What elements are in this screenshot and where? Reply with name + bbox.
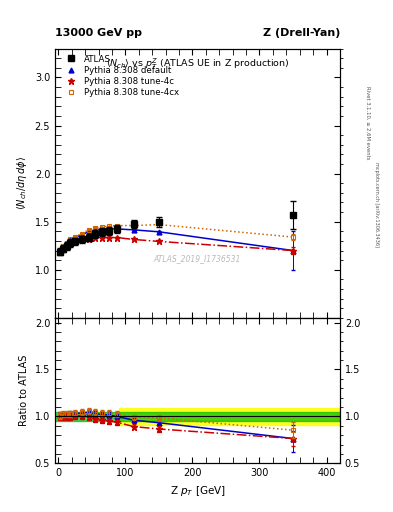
Pythia 8.308 default	[93, 227, 97, 233]
ATLAS	[291, 212, 296, 218]
Pythia 8.308 default	[68, 237, 72, 243]
Pythia 8.308 default	[156, 229, 161, 235]
Line: Pythia 8.308 tune-4c: Pythia 8.308 tune-4c	[57, 234, 296, 255]
ATLAS	[99, 229, 104, 235]
Pythia 8.308 tune-4cx	[106, 223, 111, 229]
ATLAS	[106, 228, 111, 234]
Pythia 8.308 tune-4c	[99, 234, 104, 241]
Pythia 8.308 tune-4c	[291, 247, 296, 253]
ATLAS	[64, 243, 69, 249]
Legend: ATLAS, Pythia 8.308 default, Pythia 8.308 tune-4c, Pythia 8.308 tune-4cx: ATLAS, Pythia 8.308 default, Pythia 8.30…	[59, 53, 181, 99]
Text: $\langle N_{ch}\rangle$ vs $p^Z_T$ (ATLAS UE in Z production): $\langle N_{ch}\rangle$ vs $p^Z_T$ (ATLA…	[106, 57, 289, 72]
ATLAS	[115, 226, 119, 232]
Pythia 8.308 tune-4cx	[99, 224, 104, 230]
Text: Z (Drell-Yan): Z (Drell-Yan)	[263, 28, 340, 38]
Pythia 8.308 tune-4cx	[79, 230, 84, 237]
ATLAS	[79, 237, 84, 243]
Pythia 8.308 default	[291, 247, 296, 253]
Pythia 8.308 tune-4c	[106, 234, 111, 241]
Pythia 8.308 tune-4c	[73, 239, 77, 245]
ATLAS	[93, 230, 97, 237]
Y-axis label: $\langle N_{ch}/d\eta\, d\phi\rangle$: $\langle N_{ch}/d\eta\, d\phi\rangle$	[15, 156, 29, 210]
Text: Rivet 3.1.10, ≥ 2.6M events: Rivet 3.1.10, ≥ 2.6M events	[365, 86, 370, 160]
Pythia 8.308 tune-4cx	[68, 237, 72, 243]
X-axis label: Z $p_T$ [GeV]: Z $p_T$ [GeV]	[169, 484, 226, 498]
Text: 13000 GeV pp: 13000 GeV pp	[55, 28, 142, 38]
ATLAS	[58, 248, 62, 254]
Pythia 8.308 tune-4cx	[291, 234, 296, 240]
Pythia 8.308 tune-4cx	[115, 223, 119, 229]
Pythia 8.308 tune-4c	[86, 236, 91, 242]
Y-axis label: Ratio to ATLAS: Ratio to ATLAS	[19, 355, 29, 426]
ATLAS	[86, 234, 91, 241]
Text: ATLAS_2019_I1736531: ATLAS_2019_I1736531	[154, 254, 241, 263]
Pythia 8.308 default	[131, 227, 136, 233]
Pythia 8.308 default	[106, 226, 111, 232]
Pythia 8.308 tune-4c	[79, 237, 84, 243]
Pythia 8.308 tune-4cx	[73, 233, 77, 240]
Pythia 8.308 tune-4c	[68, 240, 72, 246]
Pythia 8.308 tune-4c	[93, 234, 97, 241]
Pythia 8.308 tune-4cx	[156, 222, 161, 228]
Pythia 8.308 tune-4cx	[93, 225, 97, 231]
ATLAS	[73, 239, 77, 245]
Pythia 8.308 tune-4c	[64, 243, 69, 249]
Pythia 8.308 tune-4c	[131, 237, 136, 243]
Pythia 8.308 tune-4cx	[61, 243, 66, 249]
Pythia 8.308 tune-4c	[115, 234, 119, 241]
Pythia 8.308 tune-4cx	[86, 227, 91, 233]
Pythia 8.308 default	[64, 241, 69, 247]
Pythia 8.308 default	[99, 226, 104, 232]
ATLAS	[68, 240, 72, 246]
ATLAS	[156, 219, 161, 225]
Text: mcplots.cern.ch [arXiv:1306.3436]: mcplots.cern.ch [arXiv:1306.3436]	[374, 162, 379, 247]
Pythia 8.308 tune-4c	[61, 246, 66, 252]
Line: Pythia 8.308 tune-4cx: Pythia 8.308 tune-4cx	[58, 222, 296, 253]
Pythia 8.308 default	[73, 234, 77, 241]
Pythia 8.308 default	[58, 247, 62, 253]
Pythia 8.308 tune-4cx	[58, 247, 62, 253]
ATLAS	[131, 221, 136, 227]
Pythia 8.308 tune-4cx	[131, 223, 136, 229]
Pythia 8.308 tune-4cx	[64, 240, 69, 246]
ATLAS	[61, 246, 66, 252]
Pythia 8.308 default	[79, 231, 84, 238]
Pythia 8.308 default	[86, 229, 91, 235]
Line: Pythia 8.308 default: Pythia 8.308 default	[58, 226, 296, 253]
Pythia 8.308 tune-4c	[156, 239, 161, 245]
Pythia 8.308 default	[115, 226, 119, 232]
Pythia 8.308 tune-4c	[58, 249, 62, 255]
Pythia 8.308 default	[61, 244, 66, 250]
Line: ATLAS: ATLAS	[57, 212, 296, 254]
